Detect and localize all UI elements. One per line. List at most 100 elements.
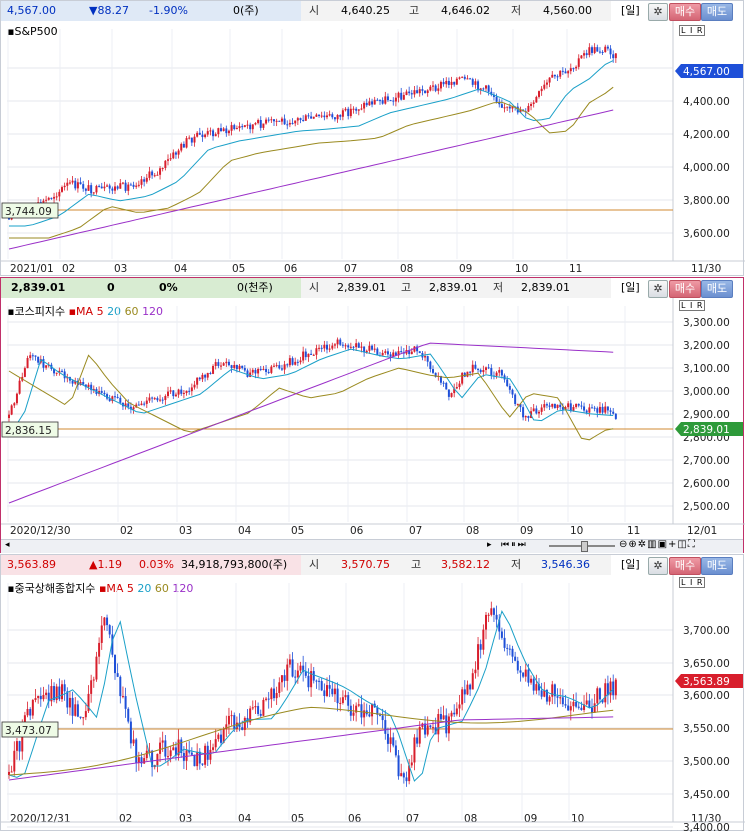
candle-body <box>100 391 103 393</box>
price-chart[interactable]: 4,600.004,400.004,200.004,000.003,800.00… <box>1 21 745 277</box>
candle-body <box>129 184 132 186</box>
candle-body <box>376 99 379 101</box>
candle-body <box>135 404 138 408</box>
period-selector[interactable]: [일] <box>621 558 640 571</box>
candle-body <box>371 703 374 717</box>
x-axis-end-label: 11/30 <box>691 263 721 275</box>
candle-body <box>432 85 434 87</box>
sell-button[interactable]: 매도 <box>701 557 733 575</box>
candle-body <box>217 128 220 135</box>
price-chart[interactable]: 3,700.00 3,650.00 3,600.00 3,550.00 3,500.00… <box>1 575 745 832</box>
candle-body <box>410 762 413 766</box>
candle-body <box>235 722 238 729</box>
x-tick-label: 04 <box>238 525 252 537</box>
scroll-left-icon[interactable]: ◂ <box>5 540 10 550</box>
low-label: 저 <box>493 281 504 294</box>
x-tick-label: 05 <box>291 813 304 825</box>
candle-body <box>591 707 593 713</box>
chart-scrollbar[interactable]: ◂ ▸ ⏮⏸⏭ ⊖⊕✲▥▣+◫⛶ <box>1 539 743 553</box>
candle-body <box>310 671 313 688</box>
candle-body <box>177 150 180 155</box>
candle-body <box>114 396 116 398</box>
reference-tag-box <box>1 421 59 438</box>
candle-body <box>487 367 490 369</box>
candle-body <box>98 642 101 657</box>
candle-body <box>286 664 289 681</box>
candle-body <box>320 347 323 349</box>
x-tick-label: 08 <box>466 525 479 537</box>
candle-body <box>61 187 63 192</box>
candle-body <box>548 696 551 702</box>
candle-body <box>100 625 103 643</box>
buy-button[interactable]: 매수 <box>669 280 701 298</box>
candle-body <box>63 684 66 692</box>
candle-body <box>243 717 246 730</box>
sell-button[interactable]: 매도 <box>701 280 733 298</box>
candle-body <box>583 704 586 710</box>
candle-body <box>485 367 487 370</box>
lir-flags[interactable]: L I R <box>679 300 706 311</box>
gear-icon[interactable]: ✲ <box>648 280 668 298</box>
period-selector[interactable]: [일] <box>621 4 640 17</box>
candle-body <box>212 130 215 137</box>
chart-tools-icon[interactable]: ⊖⊕✲▥▣+◫⛶ <box>619 539 696 550</box>
candle-body <box>453 81 456 85</box>
candle-body <box>53 686 56 701</box>
candle-body <box>326 344 328 350</box>
candle-body <box>45 199 48 201</box>
candle-body <box>132 407 135 410</box>
low-label: 저 <box>511 558 522 571</box>
candle-body <box>230 365 233 368</box>
candle-body <box>53 368 56 374</box>
candle-body <box>315 114 318 117</box>
candle-body <box>214 739 217 748</box>
candle-body <box>429 725 432 728</box>
candle-body <box>169 390 172 392</box>
candle-body <box>214 134 217 137</box>
candle-body <box>413 737 416 763</box>
x-tick-label: 09 <box>459 263 472 275</box>
candle-body <box>328 114 331 116</box>
candle-body <box>288 358 291 366</box>
buy-button[interactable]: 매수 <box>669 3 701 21</box>
candle-body <box>315 348 318 355</box>
candle-body <box>246 124 249 126</box>
y-tick-label: 4,200.00 <box>683 129 730 141</box>
candle-body <box>262 368 265 370</box>
zoom-slider-handle[interactable] <box>581 541 588 552</box>
sell-button[interactable]: 매도 <box>701 3 733 21</box>
candle-body <box>363 710 366 718</box>
candle-body <box>267 698 270 700</box>
candle-body <box>299 118 302 120</box>
playback-controls-icon[interactable]: ⏮⏸⏭ <box>501 540 528 550</box>
moving-average-line <box>8 706 614 776</box>
gear-icon[interactable]: ✲ <box>648 3 668 21</box>
candle-body <box>580 55 583 59</box>
candle-body <box>225 361 228 364</box>
candle-body <box>442 81 445 85</box>
candle-body <box>341 697 344 703</box>
candle-body <box>259 119 262 128</box>
x-tick-label: 03 <box>179 813 192 825</box>
candle-body <box>357 343 360 348</box>
gear-icon[interactable]: ✲ <box>648 557 668 575</box>
scroll-right-icon[interactable]: ▸ <box>487 540 492 550</box>
candle-body <box>432 369 434 373</box>
candle-body <box>159 399 162 401</box>
period-selector[interactable]: [일] <box>621 281 640 294</box>
candle-body <box>371 345 374 350</box>
candle-body <box>614 53 617 59</box>
lir-flags[interactable]: L I R <box>679 25 706 36</box>
lir-flags[interactable]: L I R <box>679 577 706 588</box>
buy-button[interactable]: 매수 <box>669 557 701 575</box>
quote-bar: 2,839.01 0 0% 0(천주) 시 2,839.01 고 2,839.0… <box>1 278 743 298</box>
chart-panel-kospi: 2,839.01 0 0% 0(천주) 시 2,839.01 고 2,839.0… <box>0 277 745 553</box>
y-tick-label: 3,700.00 <box>683 625 730 637</box>
price-chart[interactable]: 3,300.00 3,200.00 3,100.00 3,000.00 2,900.00… <box>1 298 745 541</box>
candle-body <box>143 403 146 405</box>
x-tick-label: 07 <box>409 525 422 537</box>
candle-body <box>66 691 69 708</box>
candle-body <box>360 346 363 348</box>
candle-body <box>275 365 278 367</box>
candle-body <box>429 86 432 91</box>
